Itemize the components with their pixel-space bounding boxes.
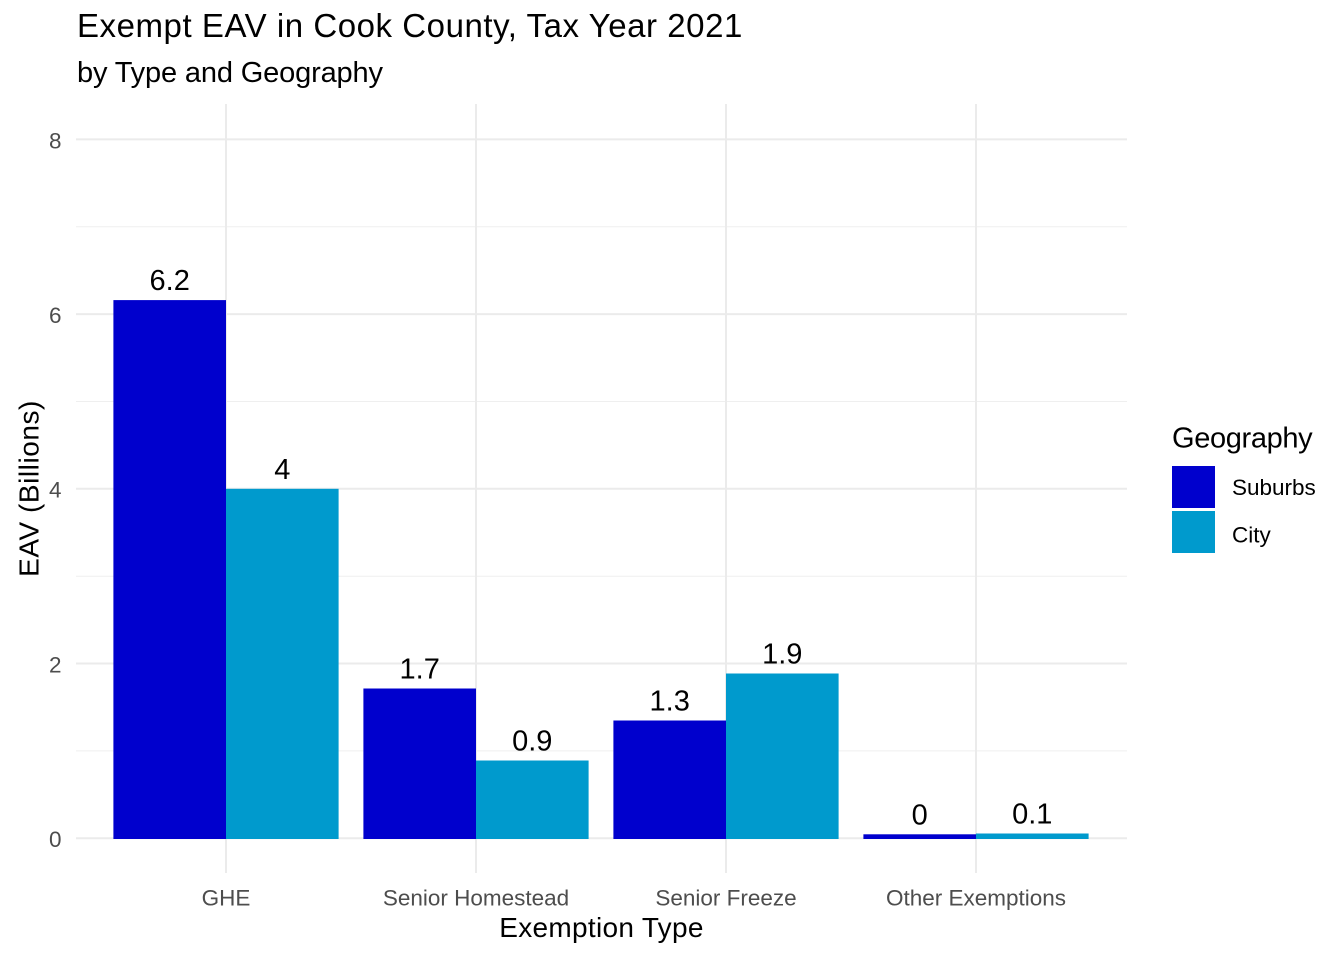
- svg-text:City: City: [1232, 522, 1271, 547]
- svg-text:0.1: 0.1: [1012, 799, 1052, 831]
- svg-text:Senior Homestead: Senior Homestead: [383, 885, 569, 910]
- svg-text:4: 4: [49, 478, 62, 503]
- svg-text:0.9: 0.9: [512, 726, 552, 758]
- svg-text:EAV (Billions): EAV (Billions): [13, 400, 44, 577]
- svg-text:6.2: 6.2: [150, 265, 190, 297]
- svg-text:Senior Freeze: Senior Freeze: [655, 885, 796, 910]
- svg-text:6: 6: [49, 303, 62, 328]
- svg-text:1.9: 1.9: [762, 639, 802, 671]
- svg-text:by Type and Geography: by Type and Geography: [77, 57, 384, 89]
- svg-text:Exemption Type: Exemption Type: [499, 912, 703, 943]
- svg-text:1.7: 1.7: [400, 654, 440, 686]
- svg-text:GHE: GHE: [202, 885, 251, 910]
- svg-text:2: 2: [49, 652, 62, 677]
- svg-text:Geography: Geography: [1172, 423, 1313, 455]
- svg-text:1.3: 1.3: [650, 686, 690, 718]
- svg-text:Suburbs: Suburbs: [1232, 475, 1316, 500]
- svg-text:Other Exemptions: Other Exemptions: [886, 885, 1066, 910]
- svg-text:0: 0: [912, 800, 928, 832]
- svg-text:Exempt EAV in Cook County, Tax: Exempt EAV in Cook County, Tax Year 2021: [77, 7, 743, 44]
- svg-text:4: 4: [274, 454, 290, 486]
- svg-text:0: 0: [49, 827, 62, 852]
- svg-text:8: 8: [49, 128, 62, 153]
